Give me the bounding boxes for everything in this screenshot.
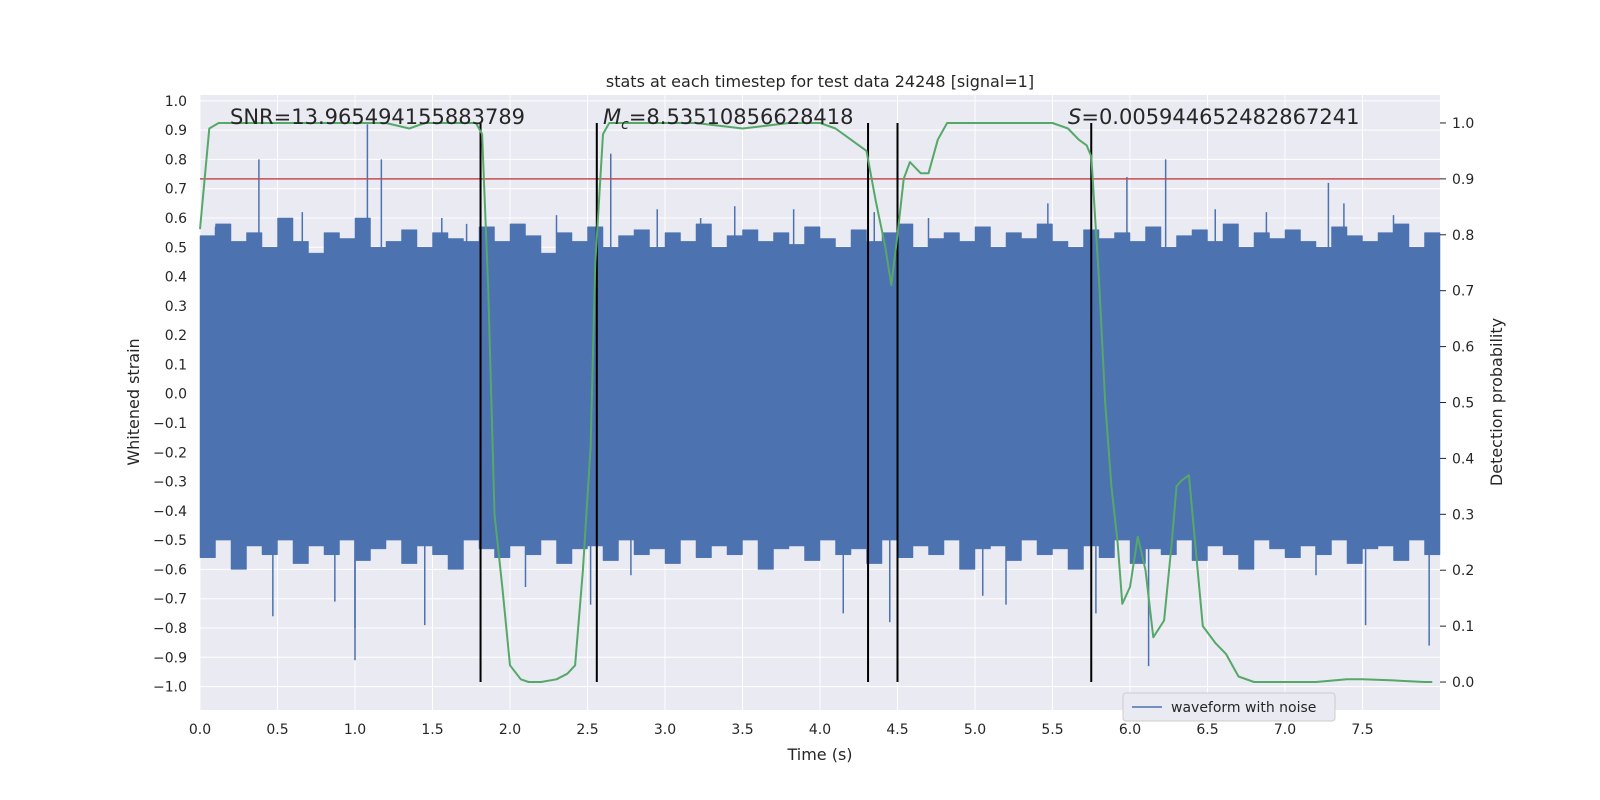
y-tick-label-left: 0.6 xyxy=(165,211,187,227)
y-tick-label-right: 0.1 xyxy=(1452,619,1474,635)
axis-ticks: 0.0 0.5 1.0 1.5 2.0 2.5 3.0 3.5 4.0 4.5 5.0 5.5 6.0 6… xyxy=(153,94,1474,738)
y-axis-label-left: Whitened strain xyxy=(124,338,143,465)
y-tick-label-left: −0.4 xyxy=(153,504,187,520)
y-tick-label-left: −0.5 xyxy=(153,533,187,549)
y-tick-label-left: 0.8 xyxy=(165,152,187,168)
detection-probability-line xyxy=(199,122,1433,683)
chirp-mass-annotation: Mc=8.53510856628418 xyxy=(603,105,854,133)
x-tick-label: 6.0 xyxy=(1119,722,1141,738)
s-annotation: S=0.005944652482867241 xyxy=(1068,105,1359,129)
y-tick-label-right: 0.5 xyxy=(1452,396,1474,412)
chirp-mass-symbol: M xyxy=(603,105,621,129)
event-lines xyxy=(479,122,1093,683)
legend-box xyxy=(1122,692,1336,722)
x-tick-label: 1.5 xyxy=(421,722,443,738)
x-tick-label: 2.0 xyxy=(499,722,521,738)
x-tick-label: 4.5 xyxy=(886,722,908,738)
x-tick-label: 5.0 xyxy=(964,722,986,738)
y-tick-label-left: 0.7 xyxy=(165,182,187,198)
y-tick-label-left: 0.9 xyxy=(165,123,187,139)
chart-title: stats at each timestep for test data 242… xyxy=(606,72,1034,91)
x-tick-label: 4.0 xyxy=(809,722,831,738)
y-tick-label-right: 0.7 xyxy=(1452,284,1474,300)
waveform-with-noise-series xyxy=(199,124,1441,667)
detection-probability-series xyxy=(199,122,1433,683)
s-value: =0.005944652482867241 xyxy=(1081,105,1359,129)
y-tick-label-right: 1.0 xyxy=(1452,116,1474,132)
x-tick-label: 3.0 xyxy=(654,722,676,738)
snr-annotation: SNR=13.965494155883789 xyxy=(230,105,525,129)
y-tick-label-left: 0.5 xyxy=(165,240,187,256)
y-tick-label-left: −1.0 xyxy=(153,680,187,696)
y-tick-label-left: 0.4 xyxy=(165,270,187,286)
y-tick-label-left: −0.6 xyxy=(153,562,187,578)
y-tick-label-left: −0.7 xyxy=(153,592,187,608)
x-tick-label: 5.5 xyxy=(1041,722,1063,738)
y-tick-label-right: 0.3 xyxy=(1452,507,1474,523)
s-symbol: S xyxy=(1068,105,1081,129)
waveform-core xyxy=(200,294,1440,500)
y-tick-label-left: 0.1 xyxy=(165,357,187,373)
y-tick-label-right: 0.9 xyxy=(1452,172,1474,188)
y-tick-label-left: 0.0 xyxy=(165,387,187,403)
chirp-mass-value: =8.53510856628418 xyxy=(629,105,854,129)
y-tick-label-left: −0.3 xyxy=(153,475,187,491)
chirp-mass-subscript: c xyxy=(621,117,629,133)
y-tick-label-left: −0.2 xyxy=(153,445,187,461)
x-tick-label: 0.5 xyxy=(266,722,288,738)
y-tick-label-left: 0.2 xyxy=(165,328,187,344)
y-tick-label-right: 0.8 xyxy=(1452,228,1474,244)
y-tick-label-left: −0.8 xyxy=(153,621,187,637)
legend: waveform with noise xyxy=(1122,692,1336,722)
y-tick-label-right: 0.2 xyxy=(1452,563,1474,579)
y-tick-label-right: 0.6 xyxy=(1452,340,1474,356)
x-tick-label: 7.0 xyxy=(1274,722,1296,738)
y-tick-label-right: 0.4 xyxy=(1452,451,1474,467)
y-axis-label-right: Detection probability xyxy=(1487,318,1506,486)
y-tick-label-left: 1.0 xyxy=(165,94,187,110)
x-tick-label: 2.5 xyxy=(576,722,598,738)
y-tick-label-right: 0.0 xyxy=(1452,675,1474,691)
x-axis-label: Time (s) xyxy=(786,745,852,764)
legend-label-waveform: waveform with noise xyxy=(1171,700,1316,716)
y-tick-label-left: −0.1 xyxy=(153,416,187,432)
y-tick-label-left: −0.9 xyxy=(153,650,187,666)
x-tick-label: 3.5 xyxy=(731,722,753,738)
y-tick-label-left: 0.3 xyxy=(165,299,187,315)
x-tick-label: 1.0 xyxy=(344,722,366,738)
x-tick-label: 7.5 xyxy=(1351,722,1373,738)
x-tick-label: 6.5 xyxy=(1196,722,1218,738)
x-tick-label: 0.0 xyxy=(189,722,211,738)
